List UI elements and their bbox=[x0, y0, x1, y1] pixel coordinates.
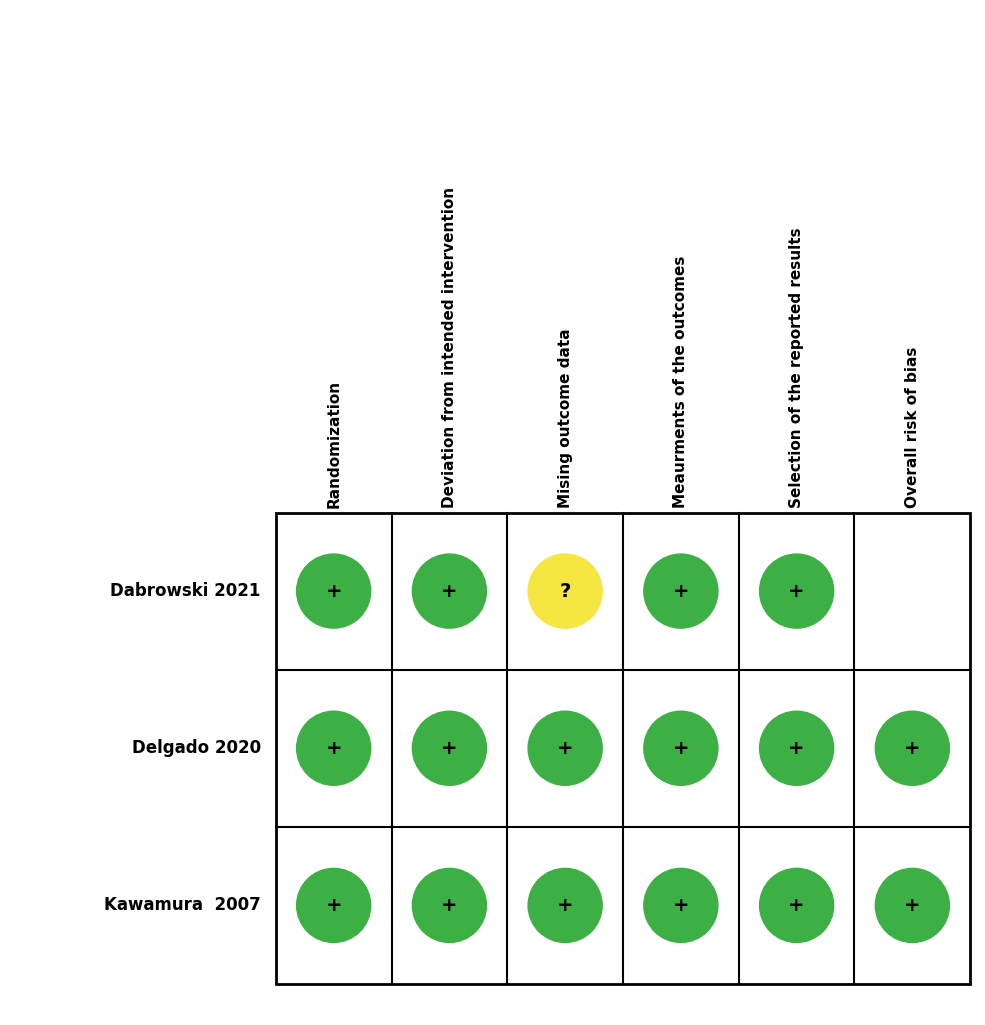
Circle shape bbox=[528, 868, 602, 942]
Text: +: + bbox=[325, 739, 342, 757]
Circle shape bbox=[876, 868, 950, 942]
Text: Dabrowski 2021: Dabrowski 2021 bbox=[110, 582, 261, 600]
Text: Randomization: Randomization bbox=[326, 379, 341, 507]
Text: Delgado 2020: Delgado 2020 bbox=[132, 739, 261, 757]
Circle shape bbox=[413, 868, 487, 942]
Circle shape bbox=[528, 555, 602, 628]
Circle shape bbox=[644, 555, 718, 628]
Circle shape bbox=[296, 711, 370, 785]
Text: +: + bbox=[441, 896, 458, 915]
Circle shape bbox=[296, 555, 370, 628]
Text: Mising outcome data: Mising outcome data bbox=[558, 328, 572, 507]
Circle shape bbox=[759, 868, 833, 942]
Text: +: + bbox=[557, 739, 573, 757]
Text: +: + bbox=[904, 739, 921, 757]
Text: Selection of the reported results: Selection of the reported results bbox=[789, 227, 804, 507]
Text: Meaurments of the outcomes: Meaurments of the outcomes bbox=[674, 255, 689, 507]
Text: +: + bbox=[788, 896, 805, 915]
Circle shape bbox=[759, 711, 833, 785]
Text: Kawamura  2007: Kawamura 2007 bbox=[104, 897, 261, 914]
Circle shape bbox=[413, 711, 487, 785]
Text: +: + bbox=[557, 896, 573, 915]
Circle shape bbox=[296, 868, 370, 942]
Text: +: + bbox=[904, 896, 921, 915]
Text: +: + bbox=[325, 581, 342, 601]
Circle shape bbox=[413, 555, 487, 628]
Circle shape bbox=[644, 868, 718, 942]
Text: +: + bbox=[441, 739, 458, 757]
Text: +: + bbox=[673, 739, 689, 757]
Text: +: + bbox=[673, 581, 689, 601]
Bar bbox=[276, 512, 970, 984]
Text: +: + bbox=[788, 739, 805, 757]
Circle shape bbox=[876, 711, 950, 785]
Text: +: + bbox=[673, 896, 689, 915]
Circle shape bbox=[528, 711, 602, 785]
Circle shape bbox=[759, 555, 833, 628]
Text: Overall risk of bias: Overall risk of bias bbox=[905, 346, 920, 507]
Text: ?: ? bbox=[559, 581, 571, 601]
Text: +: + bbox=[441, 581, 458, 601]
Text: +: + bbox=[325, 896, 342, 915]
Text: +: + bbox=[788, 581, 805, 601]
Circle shape bbox=[644, 711, 718, 785]
Text: Deviation from intended intervention: Deviation from intended intervention bbox=[442, 187, 457, 507]
